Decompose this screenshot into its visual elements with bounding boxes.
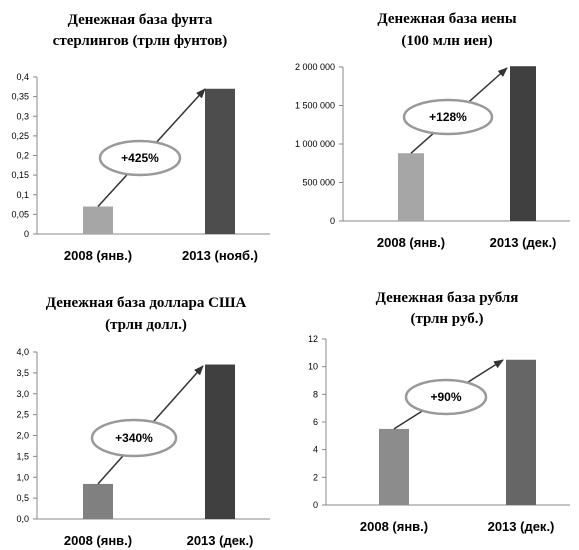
chart-1-y-tick-label: 0,1 bbox=[16, 190, 29, 200]
chart-1-category-label-2: 2013 (нояб.) bbox=[182, 248, 258, 263]
chart-1-y-tick-label: 0,3 bbox=[16, 111, 29, 121]
chart-4-bar-2 bbox=[506, 359, 536, 505]
chart-2-y-tick-label: 2 000 000 bbox=[295, 62, 335, 72]
chart-4-annotation-label: +90% bbox=[430, 390, 461, 404]
chart-1-y-tick-label: 0,05 bbox=[11, 209, 29, 219]
chart-3-y-tick-label: 3,5 bbox=[16, 368, 29, 378]
chart-2-y-tick-label: 500 000 bbox=[302, 178, 335, 188]
chart-1-bar-2 bbox=[205, 88, 235, 235]
chart-1-title-line-1: Денежная база фунта bbox=[68, 12, 213, 28]
chart-4-y-tick-label: 2 bbox=[313, 472, 318, 482]
chart-2-bar-2 bbox=[510, 66, 536, 221]
chart-3-y-tick-label: 1,5 bbox=[16, 451, 29, 461]
chart-4-y-tick-label: 12 bbox=[308, 334, 318, 344]
chart-4-category-label-1: 2008 (янв.) bbox=[360, 519, 428, 534]
chart-3-y-tick-label: 3,0 bbox=[16, 389, 29, 399]
chart-1-annotation-label: +425% bbox=[121, 151, 159, 165]
chart-4-annotation-ellipse bbox=[404, 378, 488, 416]
chart-2-y-tick-label: 1 000 000 bbox=[295, 139, 335, 149]
chart-1-bar-1 bbox=[83, 206, 113, 234]
chart-4-y-tick-label: 10 bbox=[308, 362, 318, 372]
chart-2-bar-1 bbox=[398, 153, 424, 221]
chart-2-title-line-2: (100 млн иен) bbox=[401, 33, 492, 49]
chart-4-y-tick-label: 6 bbox=[313, 417, 318, 427]
chart-2-y-tick-label: 0 bbox=[330, 216, 335, 226]
chart-1-category-label-1: 2008 (янв.) bbox=[64, 248, 132, 263]
chart-1-title-line-2: стерлингов (трлн фунтов) bbox=[53, 33, 228, 49]
chart-4-category-label-2: 2013 (дек.) bbox=[488, 519, 555, 534]
chart-3-annotation-label: +340% bbox=[115, 431, 153, 445]
chart-2-annotation-ellipse bbox=[402, 98, 494, 136]
chart-3-title-line-1: Денежная база доллара США bbox=[46, 295, 247, 311]
chart-4-y-tick-label: 0 bbox=[313, 500, 318, 510]
chart-1-y-tick-label: 0 bbox=[24, 229, 29, 239]
chart-3-bar-1 bbox=[83, 483, 113, 519]
chart-1-y-tick-label: 0,4 bbox=[16, 72, 29, 82]
chart-3-y-tick-label: 4,0 bbox=[16, 347, 29, 357]
chart-3-title-line-2: (трлн долл.) bbox=[105, 317, 187, 333]
chart-3-y-tick-label: 1,0 bbox=[16, 472, 29, 482]
chart-3-category-label-2: 2013 (дек.) bbox=[187, 533, 254, 548]
chart-3-annotation-ellipse bbox=[90, 418, 178, 458]
chart-2-title-line-1: Денежная база иены bbox=[377, 11, 517, 27]
chart-2-category-label-2: 2013 (дек.) bbox=[490, 235, 557, 250]
chart-4-title-line-2: (трлн руб.) bbox=[410, 311, 483, 327]
chart-1-y-tick-label: 0,15 bbox=[11, 170, 29, 180]
chart-4-title-line-1: Денежная база рубля bbox=[376, 290, 519, 306]
chart-2-y-tick-label: 1 500 000 bbox=[295, 101, 335, 111]
chart-2-category-label-1: 2008 (янв.) bbox=[377, 235, 445, 250]
chart-4-bar-1 bbox=[379, 428, 409, 505]
chart-4-y-tick-label: 8 bbox=[313, 389, 318, 399]
chart-3-bar-2 bbox=[205, 364, 235, 519]
chart-1-y-tick-label: 0,35 bbox=[11, 92, 29, 102]
chart-1-y-tick-label: 0,25 bbox=[11, 131, 29, 141]
chart-3-y-tick-label: 0,5 bbox=[16, 493, 29, 503]
chart-3-y-tick-label: 2,0 bbox=[16, 431, 29, 441]
chart-3-y-tick-label: 0,0 bbox=[16, 514, 29, 524]
chart-2-annotation-label: +128% bbox=[429, 110, 467, 124]
chart-1-y-tick-label: 0,2 bbox=[16, 151, 29, 161]
chart-3-y-tick-label: 2,5 bbox=[16, 410, 29, 420]
chart-1-annotation-ellipse bbox=[98, 139, 182, 177]
chart-3-category-label-1: 2008 (янв.) bbox=[64, 533, 132, 548]
chart-4-y-tick-label: 4 bbox=[313, 445, 318, 455]
